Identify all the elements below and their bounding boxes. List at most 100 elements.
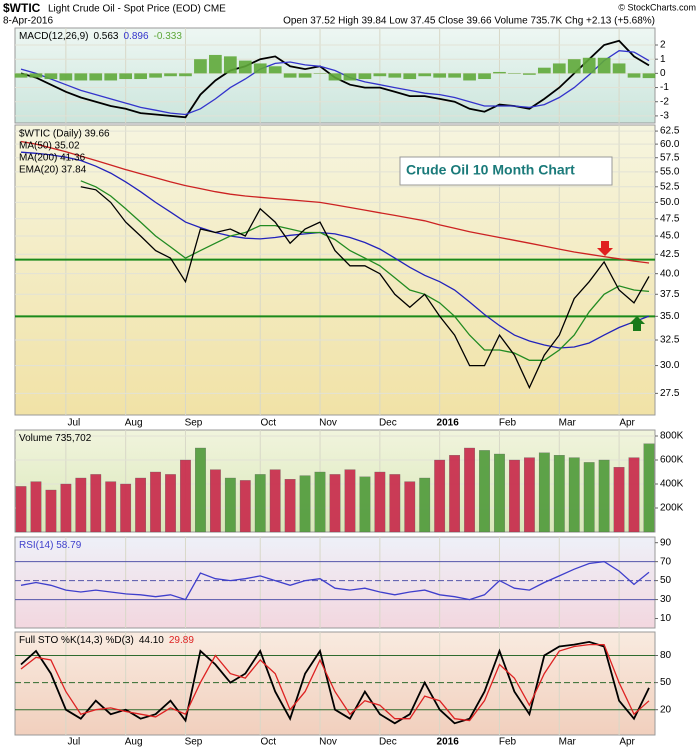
volume-bar bbox=[269, 469, 281, 533]
quote: Open 37.52 High 39.84 Low 37.45 Close 39… bbox=[283, 16, 655, 27]
y-tick-label: 35.0 bbox=[660, 311, 680, 322]
volume-bar bbox=[598, 459, 610, 533]
histogram-bar bbox=[164, 73, 177, 77]
histogram-bar bbox=[313, 73, 327, 74]
volume-bar bbox=[374, 471, 386, 533]
histogram-bar bbox=[433, 73, 447, 78]
volume-bar bbox=[105, 481, 117, 533]
y-tick-label: 37.5 bbox=[660, 289, 680, 300]
histogram-bar bbox=[59, 73, 73, 81]
volume-bar bbox=[180, 459, 191, 533]
legend: Volume 735,702 bbox=[19, 433, 92, 444]
histogram-bar bbox=[523, 73, 536, 75]
legend-entry: EMA(20) 37.84 bbox=[19, 165, 87, 176]
series-line bbox=[20, 151, 650, 349]
copyright: © StockCharts.com bbox=[618, 2, 696, 12]
histogram-bar bbox=[134, 73, 147, 80]
volume-bar bbox=[90, 474, 102, 533]
y-tick-label: 0 bbox=[660, 68, 666, 79]
volume-bar bbox=[479, 450, 490, 533]
legend-entry: $WTIC (Daily) 39.66 bbox=[19, 129, 110, 140]
histogram-bar bbox=[209, 54, 222, 74]
y-tick-label: 50 bbox=[660, 575, 672, 586]
x-tick-label: Feb bbox=[499, 418, 517, 429]
x-tick-label: Nov bbox=[319, 737, 337, 748]
x-tick-label: Dec bbox=[379, 737, 397, 748]
histogram-bar bbox=[508, 73, 521, 74]
histogram-bar bbox=[14, 73, 28, 78]
histogram-bar bbox=[358, 73, 372, 80]
histogram-bar bbox=[253, 63, 267, 74]
legend-entry: RSI(14) 58.79 bbox=[19, 540, 82, 551]
volume-bar bbox=[165, 474, 176, 533]
volume-bar bbox=[404, 481, 416, 533]
volume-bar bbox=[314, 471, 326, 533]
symbol: $WTIC bbox=[3, 1, 41, 15]
x-tick-label: Mar bbox=[559, 418, 577, 429]
histogram-bar bbox=[149, 73, 162, 78]
y-tick-label: 62.5 bbox=[660, 126, 680, 137]
y-tick-label: 52.5 bbox=[660, 181, 680, 192]
histogram-bar bbox=[29, 73, 43, 78]
histogram-bar bbox=[89, 73, 103, 81]
y-tick-label: 50 bbox=[660, 677, 672, 688]
legend-entry: Volume 735,702 bbox=[19, 433, 92, 444]
histogram-bar bbox=[537, 67, 551, 74]
y-tick-label: 40.0 bbox=[660, 268, 680, 279]
histogram-bar bbox=[194, 59, 207, 74]
x-tick-label: Sep bbox=[185, 418, 203, 429]
histogram-bar bbox=[179, 73, 192, 77]
annotations: Crude Oil 10 Month Chart bbox=[399, 156, 645, 331]
legend: Full STO %K(14,3) %D(3) 44.10 29.89 bbox=[19, 635, 194, 646]
y-tick-label: 600K bbox=[660, 455, 684, 466]
legend-entry: -0.333 bbox=[154, 31, 183, 42]
volume-bar bbox=[509, 459, 520, 533]
volume-bar bbox=[523, 457, 535, 533]
series-line bbox=[80, 180, 650, 361]
y-tick-label: 2 bbox=[660, 40, 666, 51]
histogram-bar bbox=[478, 73, 491, 80]
y-tick-label: -1 bbox=[660, 82, 669, 93]
volume-bar bbox=[568, 457, 580, 533]
histogram-bar bbox=[418, 73, 432, 77]
instrument-name: Light Crude Oil - Spot Price (EOD) CME bbox=[48, 4, 226, 15]
y-tick-label: 42.5 bbox=[660, 249, 680, 260]
histogram-bar bbox=[493, 71, 506, 74]
y-tick-label: 10 bbox=[660, 613, 672, 624]
series-line bbox=[20, 643, 650, 722]
x-tick-label: Oct bbox=[260, 418, 276, 429]
support-arrow bbox=[629, 316, 645, 331]
volume-bar bbox=[299, 475, 311, 533]
y-tick-label: 60.0 bbox=[660, 139, 680, 150]
volume-bar bbox=[120, 483, 132, 533]
y-tick-label: 20 bbox=[660, 704, 672, 715]
resistance-arrow bbox=[597, 241, 613, 256]
volume-bar bbox=[15, 486, 27, 533]
volume-bar bbox=[553, 455, 565, 533]
volume-bar bbox=[224, 477, 236, 533]
volume-bar bbox=[359, 476, 371, 533]
y-tick-label: 30 bbox=[660, 594, 672, 605]
histogram-bar bbox=[343, 73, 357, 81]
volume-bar bbox=[434, 459, 446, 533]
y-tick-label: 80 bbox=[660, 650, 672, 661]
volume-bar bbox=[45, 489, 57, 533]
x-tick-label: 2016 bbox=[437, 418, 460, 429]
histogram-bar bbox=[597, 57, 611, 74]
legend-entry: 0.563 bbox=[93, 31, 118, 42]
x-tick-label: Sep bbox=[185, 737, 203, 748]
histogram-bar bbox=[119, 73, 133, 80]
histogram-bar bbox=[373, 73, 387, 77]
histogram-bar bbox=[238, 60, 252, 74]
histogram-bar bbox=[44, 73, 58, 80]
volume-bar bbox=[195, 447, 206, 533]
series-line bbox=[20, 560, 650, 601]
histogram-bar bbox=[298, 73, 312, 78]
volume-bar bbox=[613, 467, 625, 533]
volume-bar bbox=[30, 481, 42, 533]
volume-bar bbox=[583, 462, 595, 533]
legend: RSI(14) 58.79 bbox=[19, 540, 82, 551]
x-tick-label: Jul bbox=[67, 418, 80, 429]
legend-entry: 44.10 bbox=[139, 635, 164, 646]
